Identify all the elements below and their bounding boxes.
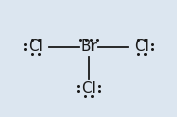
Text: Cl: Cl bbox=[81, 81, 96, 96]
Text: Cl: Cl bbox=[28, 39, 43, 54]
Text: Cl: Cl bbox=[134, 39, 149, 54]
Text: Br: Br bbox=[80, 39, 97, 54]
